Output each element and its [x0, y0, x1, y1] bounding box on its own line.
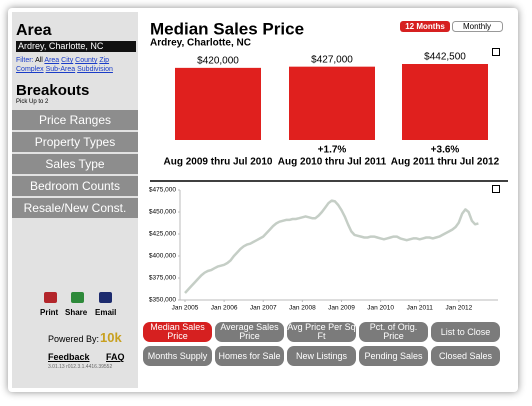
value-label: $420,000 — [197, 56, 239, 67]
x-tick-label: Jan 2008 — [289, 305, 316, 312]
value-label: $427,000 — [311, 54, 353, 65]
filter[interactable]: Sub-Area — [45, 66, 76, 73]
filter[interactable]: Complex — [16, 66, 44, 73]
action-label[interactable]: Print — [40, 308, 59, 317]
metric-button[interactable]: Months Supply — [143, 346, 212, 366]
toggle[interactable] — [400, 21, 450, 32]
breakout-button[interactable]: Sales Type — [12, 154, 138, 174]
x-tick-label: Jan 2009 — [328, 305, 355, 312]
x-tick-label: Jan 2012 — [445, 305, 472, 312]
email-icon[interactable] — [99, 292, 112, 303]
share-icon[interactable] — [71, 292, 84, 303]
x-tick-label: Jan 2007 — [250, 305, 277, 312]
category-label: Aug 2009 thru Jul 2010 — [164, 157, 273, 168]
line — [184, 199, 479, 294]
action-label[interactable]: Share — [65, 308, 88, 317]
metric-button[interactable]: Pct. of Orig. Price — [359, 322, 428, 342]
breakout-button[interactable]: Resale/New Const. — [12, 198, 138, 218]
metric-button[interactable]: Homes for Sale — [215, 346, 284, 366]
y-tick-label: $425,000 — [149, 231, 176, 238]
metric-button[interactable]: Avg Price Per Sq Ft — [287, 322, 356, 342]
area-title: Area — [16, 22, 52, 39]
toggle[interactable] — [452, 21, 503, 32]
link[interactable]: Feedback — [48, 352, 90, 362]
breakout-button[interactable]: Bedroom Counts — [12, 176, 138, 196]
metric-button[interactable]: Median Sales Price — [143, 322, 212, 342]
bar — [289, 66, 375, 140]
metric-button[interactable]: Average Sales Price — [215, 322, 284, 342]
charts: Median Sales Price Ardrey, Charlotte, NC… — [149, 19, 508, 312]
category-label: Aug 2010 thru Jul 2011 — [278, 157, 387, 168]
filter[interactable]: County — [75, 57, 98, 64]
subtitle: Ardrey, Charlotte, NC — [150, 38, 251, 49]
value-label: $442,500 — [424, 52, 466, 63]
version: 3.01.13 r012.3.1.4416.39552 — [48, 364, 113, 370]
filter[interactable]: Zip — [99, 57, 110, 64]
x-tick-label: Jan 2010 — [367, 305, 394, 312]
x-tick-label: Jan 2006 — [211, 305, 238, 312]
y-tick-label: $400,000 — [149, 253, 176, 260]
title: Median Sales Price — [150, 19, 304, 38]
toggle-label[interactable]: 12 Months — [405, 22, 445, 31]
filters: Filter: All Area City County Zip Complex… — [16, 56, 136, 74]
metric-button[interactable]: New Listings — [287, 346, 356, 366]
brand: 10k — [100, 330, 122, 345]
breakouts-title: Breakouts — [16, 82, 90, 99]
area-input[interactable]: Ardrey, Charlotte, NC — [16, 41, 136, 52]
change-label: +3.6% — [431, 145, 460, 156]
link[interactable]: FAQ — [106, 352, 125, 362]
expand-icon[interactable] — [492, 48, 500, 56]
bar — [175, 67, 261, 140]
y-tick-label: $350,000 — [149, 297, 176, 304]
change-label: +1.7% — [318, 145, 347, 156]
print-icon[interactable] — [44, 292, 57, 303]
y-tick-label: $475,000 — [149, 187, 176, 194]
breakout-button[interactable]: Price Ranges — [12, 110, 138, 130]
expand-icon[interactable] — [492, 185, 500, 193]
bar — [402, 64, 488, 140]
filter[interactable]: City — [61, 57, 74, 64]
filter[interactable]: Subdivision — [77, 66, 113, 73]
metric-button[interactable]: Closed Sales — [431, 346, 500, 366]
y-tick-label: $450,000 — [149, 209, 176, 216]
metric-button[interactable]: Pending Sales — [359, 346, 428, 366]
action-label[interactable]: Email — [95, 308, 117, 317]
y-tick-label: $375,000 — [149, 275, 176, 282]
category-label: Aug 2011 thru Jul 2012 — [391, 157, 500, 168]
metric-button[interactable]: List to Close — [431, 322, 500, 342]
toggle-label[interactable]: Monthly — [463, 22, 491, 31]
filter[interactable]: All — [35, 57, 43, 64]
filter-label: Filter: — [16, 57, 34, 64]
powered-by: Powered By: — [48, 334, 100, 344]
breakout-button[interactable]: Property Types — [12, 132, 138, 152]
filter[interactable]: Area — [44, 57, 60, 64]
x-tick-label: Jan 2011 — [407, 305, 434, 312]
breakouts-hint: Pick Up to 2 — [16, 99, 49, 105]
x-tick-label: Jan 2005 — [172, 305, 199, 312]
card: Area Ardrey, Charlotte, NC Filter: All A… — [8, 8, 518, 392]
sidebar: Area Ardrey, Charlotte, NC Filter: All A… — [12, 12, 138, 388]
